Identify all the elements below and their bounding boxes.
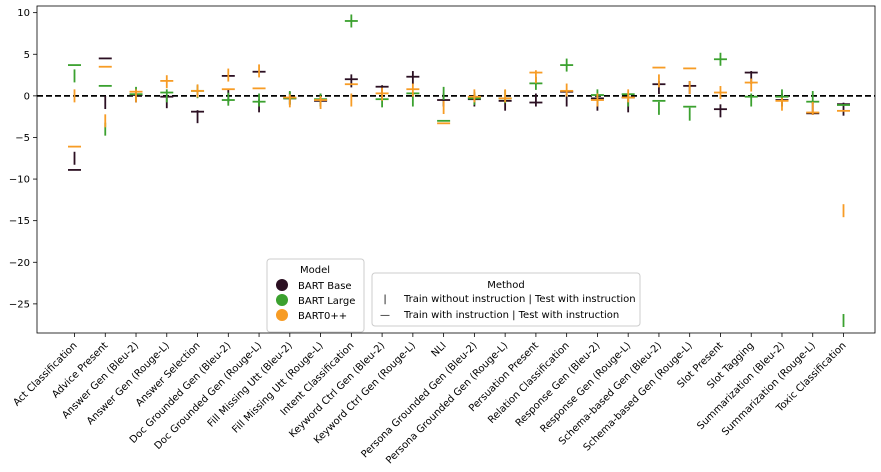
model-legend: Model BART Base BART Large BART0++	[266, 258, 365, 333]
legend-label-bart-large: BART Large	[298, 296, 355, 307]
legend-label-bart-base: BART Base	[298, 281, 352, 292]
y-tick-label: −10	[9, 175, 30, 186]
method-legend-box	[371, 272, 641, 327]
y-tick-label: 0	[24, 91, 30, 102]
legend-label-train-with: Train with instruction | Test with instr…	[403, 310, 619, 321]
y-tick-label: 5	[24, 50, 30, 61]
legend-marker-horizontal: —	[380, 310, 390, 321]
legend-label-train-without: Train without instruction | Test with in…	[403, 294, 636, 305]
plot-frame	[36, 5, 876, 334]
method-legend-title: Method	[487, 280, 525, 291]
legend-marker-vertical: |	[383, 294, 386, 305]
legend-marker-bart0pp	[276, 309, 288, 321]
x-tick-label: Advice Present	[50, 340, 110, 400]
legend-marker-bart-base	[276, 279, 288, 291]
y-tick-label: −25	[9, 299, 30, 310]
data-marks	[68, 14, 850, 328]
legend-label-bart0pp: BART0++	[298, 311, 347, 322]
y-axis-ticks: 10 5 0 −5 −10 −15 −20 −25	[9, 8, 37, 310]
model-legend-title: Model	[300, 265, 330, 276]
y-tick-label: −20	[9, 258, 30, 269]
x-tick-label: NLI	[430, 340, 449, 359]
method-legend: Method | Train without instruction | Tes…	[371, 272, 641, 327]
y-tick-label: −5	[15, 133, 30, 144]
legend-marker-bart-large	[276, 294, 288, 306]
y-tick-label: −15	[9, 216, 30, 227]
y-tick-label: 10	[17, 8, 30, 19]
x-tick-label: Persona Grounded Gen (Bleu-2)	[360, 340, 480, 460]
model-legend-box	[266, 258, 365, 333]
